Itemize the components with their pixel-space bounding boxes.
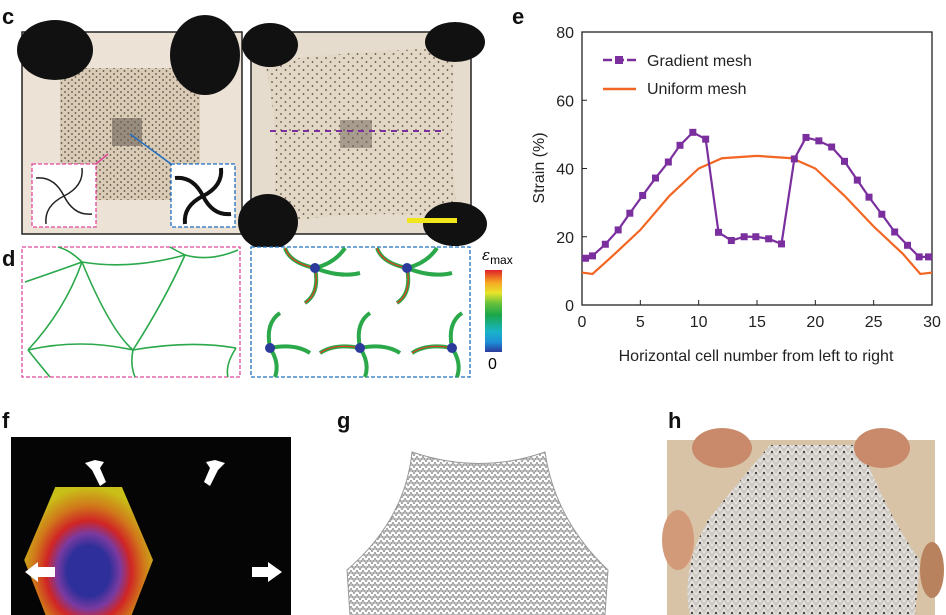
gradient-data-point [582, 254, 589, 262]
gradient-data-point [639, 191, 647, 199]
gradient-data-point [702, 135, 710, 143]
gradient-data-point [790, 155, 798, 163]
gradient-data-point [891, 228, 899, 236]
gradient-data-point [853, 176, 861, 184]
gradient-data-point [652, 174, 659, 182]
colorbar-min-label: 0 [488, 356, 497, 373]
colorbar-epsilon: ε [482, 246, 491, 264]
scale-bar [407, 218, 457, 223]
gradient-data-point [676, 141, 684, 149]
gradient-data-point [915, 253, 923, 261]
photo-unstretched-mesh [17, 15, 243, 235]
simulation-dense [250, 246, 471, 378]
panel-label-f: f [2, 408, 10, 433]
plot-frame [581, 31, 933, 306]
gradient-data-point [841, 157, 848, 165]
simulation-hexagon-strain [11, 437, 291, 615]
blue-arrow [129, 133, 172, 165]
simulation-sparse [21, 246, 241, 378]
legend-gradient-label: Gradient mesh [647, 53, 752, 70]
simulation-deformed-mesh [346, 451, 609, 615]
y-axis-label: Strain (%) [531, 132, 548, 203]
x-tick-label: 15 [748, 314, 766, 331]
gradient-data-point [878, 210, 886, 218]
gradient-data-point [601, 240, 609, 248]
gradient-data-point [727, 237, 735, 245]
gradient-data-point [664, 158, 672, 166]
series-line-uniform [581, 154, 933, 276]
pink-arrow [95, 153, 109, 165]
gradient-data-point [815, 137, 823, 145]
panel-label-g: g [337, 408, 351, 433]
gradient-data-point [752, 233, 760, 241]
gradient-data-point [765, 235, 773, 243]
panel-label-e: e [512, 4, 525, 29]
x-tick-label: 30 [923, 314, 941, 331]
y-tick-label: 20 [556, 230, 574, 247]
gradient-data-point [828, 143, 836, 151]
gradient-data-point [802, 133, 810, 141]
y-tick-label: 40 [556, 162, 574, 179]
gradient-data-point [614, 226, 622, 234]
panel-label-d: d [2, 246, 16, 271]
panel-label-h: h [668, 408, 682, 433]
colorbar [485, 270, 502, 352]
colorbar-max-label: εmax [482, 246, 513, 267]
photo-hexagon-mesh [662, 428, 944, 615]
legend-uniform-label: Uniform mesh [647, 81, 747, 98]
x-tick-label: 5 [636, 314, 645, 331]
y-tick-label: 0 [565, 298, 574, 315]
photo-stretched-mesh [238, 22, 487, 250]
x-tick-label: 20 [806, 314, 824, 331]
legend-gradient-marker [615, 56, 623, 64]
gradient-data-point [865, 193, 873, 201]
gradient-data-point [589, 252, 596, 260]
y-tick-label: 80 [556, 25, 574, 42]
gradient-data-point [689, 128, 697, 136]
colorbar-sub: max [490, 253, 513, 267]
legend: Gradient mesh Uniform mesh [603, 53, 752, 98]
gradient-data-point [715, 228, 722, 236]
gradient-data-point [626, 209, 634, 217]
gradient-data-point [904, 241, 911, 249]
gradient-data-point [925, 253, 932, 261]
stretch-arrows [25, 460, 282, 582]
x-tick-label: 0 [578, 314, 587, 331]
x-tick-label: 10 [690, 314, 708, 331]
gradient-data-point [740, 233, 748, 241]
inset-dense-spiral [170, 163, 236, 228]
y-tick-label: 60 [556, 93, 574, 110]
gradient-data-point [778, 240, 785, 248]
x-axis-label: Horizontal cell number from left to righ… [619, 348, 894, 365]
x-tick-label: 25 [865, 314, 883, 331]
panel-label-c: c [2, 4, 15, 29]
